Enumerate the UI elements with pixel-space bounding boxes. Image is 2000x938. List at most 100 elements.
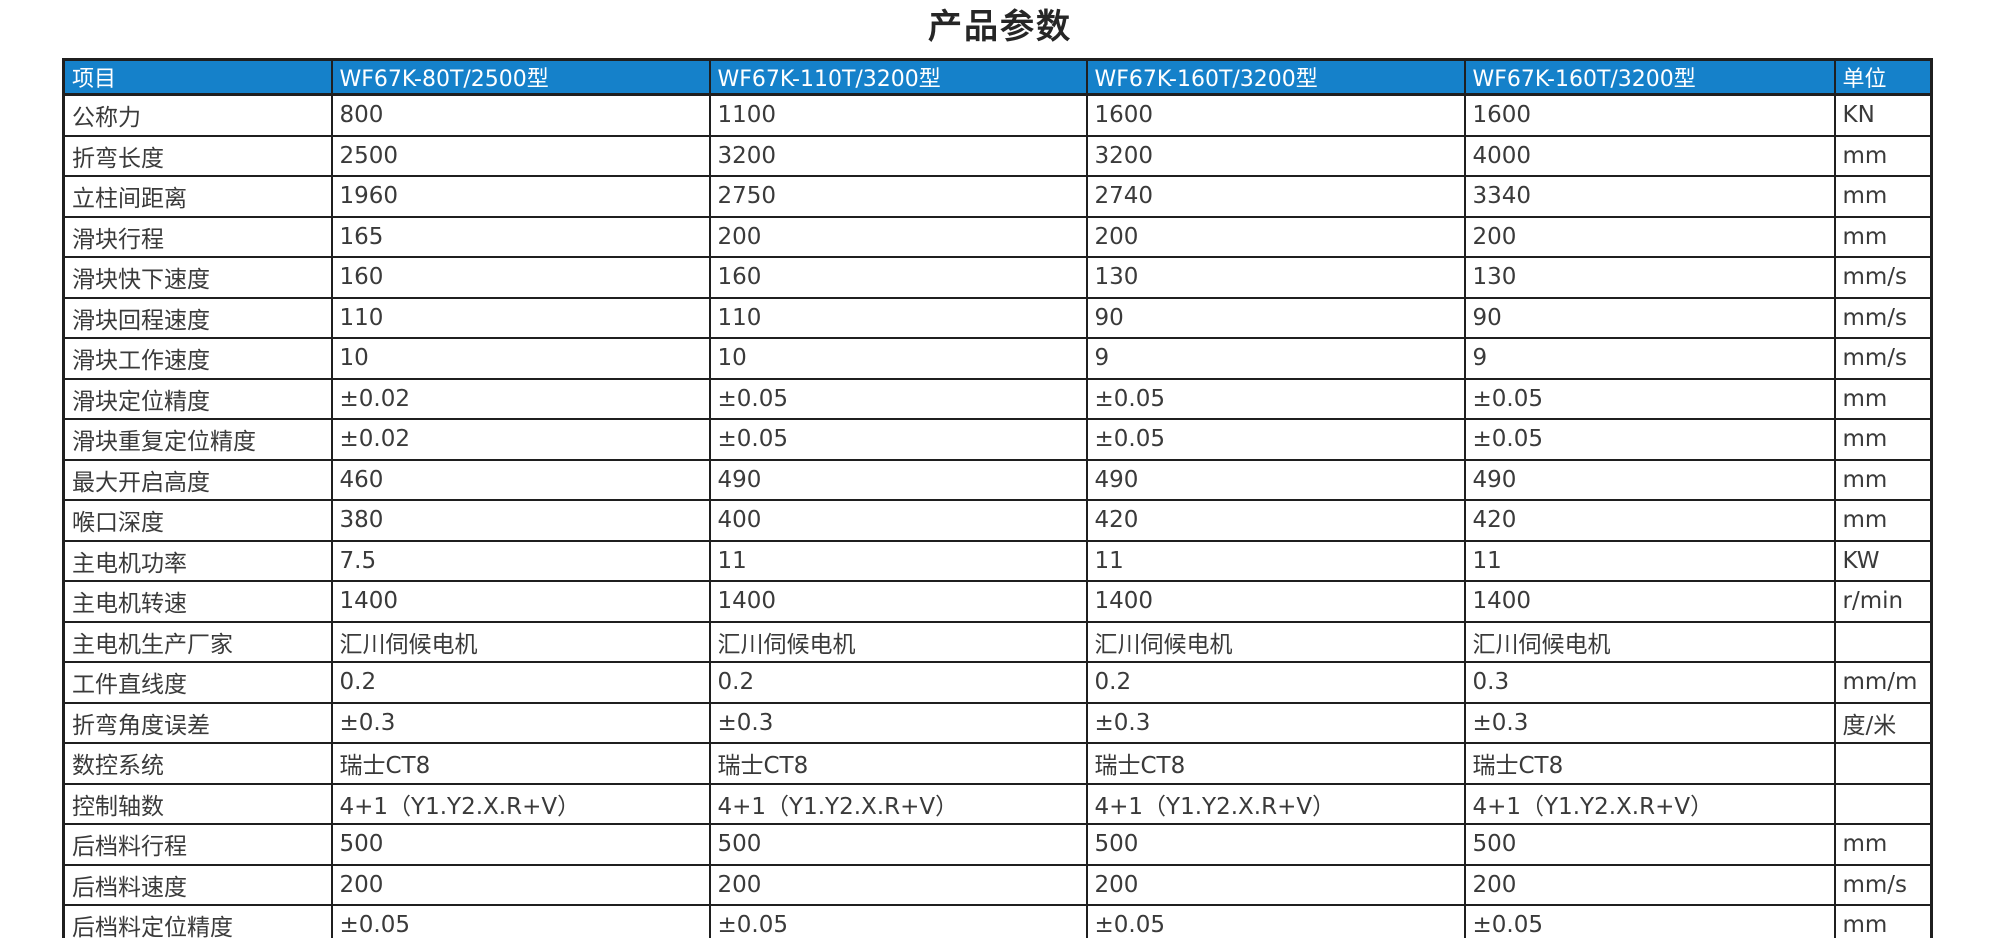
row-label: 后档料速度 (62, 863, 333, 906)
row-label: 主电机功率 (62, 539, 333, 582)
cell-value-model-3: ±0.3 (1085, 701, 1466, 744)
cell-value-model-1: 瑞士CT8 (330, 742, 711, 785)
cell-value-model-1: 165 (330, 215, 711, 258)
cell-value-model-3: 420 (1085, 499, 1466, 542)
cell-value-model-3: 1400 (1085, 580, 1466, 623)
cell-value-model-2: 0.2 (708, 661, 1088, 704)
cell-value-model-1: ±0.05 (330, 904, 711, 938)
table-row: 主电机功率 7.5 11 11 11 KW (62, 539, 1933, 582)
table-row: 滑块工作速度 10 10 9 9 mm/s (62, 337, 1933, 380)
cell-value-model-1: 380 (330, 499, 711, 542)
cell-value-model-2: 1400 (708, 580, 1088, 623)
row-label: 控制轴数 (62, 782, 333, 825)
cell-value-model-2: 110 (708, 296, 1088, 339)
table-row: 后档料速度 200 200 200 200 mm/s (62, 863, 1933, 906)
cell-value-model-3: 1600 (1085, 93, 1466, 137)
row-label: 工件直线度 (62, 661, 333, 704)
header-model-1: WF67K-80T/2500型 (330, 58, 711, 96)
cell-value-model-1: 4+1（Y1.Y2.X.R+V） (330, 782, 711, 825)
row-label: 立柱间距离 (62, 175, 333, 218)
cell-value-model-1: ±0.02 (330, 377, 711, 420)
cell-value-model-2: 200 (708, 215, 1088, 258)
cell-value-model-2: ±0.05 (708, 418, 1088, 461)
cell-value-model-3: 2740 (1085, 175, 1466, 218)
cell-value-model-1: ±0.3 (330, 701, 711, 744)
table-row: 折弯长度 2500 3200 3200 4000 mm (62, 134, 1933, 177)
cell-value-model-1: 7.5 (330, 539, 711, 582)
cell-unit: mm/m (1833, 661, 1933, 704)
table-row: 滑块重复定位精度 ±0.02 ±0.05 ±0.05 ±0.05 mm (62, 418, 1933, 461)
cell-value-model-1: ±0.02 (330, 418, 711, 461)
cell-value-model-3: 130 (1085, 256, 1466, 299)
page-title: 产品参数 (928, 7, 1072, 47)
cell-value-model-2: 490 (708, 458, 1088, 501)
cell-value-model-4: 90 (1463, 296, 1836, 339)
cell-value-model-1: 110 (330, 296, 711, 339)
row-label: 滑块定位精度 (62, 377, 333, 420)
cell-value-model-4: 0.3 (1463, 661, 1836, 704)
cell-value-model-1: 0.2 (330, 661, 711, 704)
cell-value-model-3: 500 (1085, 823, 1466, 866)
cell-value-model-1: 1960 (330, 175, 711, 218)
header-model-2: WF67K-110T/3200型 (708, 58, 1088, 96)
row-label: 折弯长度 (62, 134, 333, 177)
cell-value-model-1: 10 (330, 337, 711, 380)
cell-value-model-3: 9 (1085, 337, 1466, 380)
cell-unit: KN (1833, 93, 1933, 137)
cell-value-model-1: 500 (330, 823, 711, 866)
cell-value-model-3: 200 (1085, 215, 1466, 258)
cell-value-model-2: ±0.3 (708, 701, 1088, 744)
cell-value-model-1: 460 (330, 458, 711, 501)
cell-value-model-4: 1600 (1463, 93, 1836, 137)
cell-unit: KW (1833, 539, 1933, 582)
row-label: 数控系统 (62, 742, 333, 785)
cell-value-model-3: 0.2 (1085, 661, 1466, 704)
cell-unit: mm (1833, 215, 1933, 258)
cell-value-model-4: 420 (1463, 499, 1836, 542)
row-label: 滑块行程 (62, 215, 333, 258)
cell-unit (1833, 620, 1933, 663)
row-label: 最大开启高度 (62, 458, 333, 501)
cell-value-model-3: 4+1（Y1.Y2.X.R+V） (1085, 782, 1466, 825)
table-row: 滑块定位精度 ±0.02 ±0.05 ±0.05 ±0.05 mm (62, 377, 1933, 420)
table-row: 主电机生产厂家 汇川伺候电机 汇川伺候电机 汇川伺候电机 汇川伺候电机 (62, 620, 1933, 663)
header-model-4: WF67K-160T/3200型 (1463, 58, 1836, 96)
cell-value-model-4: ±0.05 (1463, 904, 1836, 938)
row-label: 后档料定位精度 (62, 904, 333, 938)
spec-table: 项目 WF67K-80T/2500型 WF67K-110T/3200型 WF67… (62, 58, 1933, 938)
table-row: 控制轴数 4+1（Y1.Y2.X.R+V） 4+1（Y1.Y2.X.R+V） 4… (62, 782, 1933, 825)
spec-table-body: 公称力 800 1100 1600 1600 KN 折弯长度 2500 3200… (62, 93, 1933, 938)
cell-value-model-4: 汇川伺候电机 (1463, 620, 1836, 663)
cell-value-model-1: 汇川伺候电机 (330, 620, 711, 663)
table-row: 后档料行程 500 500 500 500 mm (62, 823, 1933, 866)
cell-value-model-4: ±0.05 (1463, 418, 1836, 461)
row-label: 滑块回程速度 (62, 296, 333, 339)
spec-table-header: 项目 WF67K-80T/2500型 WF67K-110T/3200型 WF67… (62, 58, 1933, 96)
cell-value-model-3: 90 (1085, 296, 1466, 339)
cell-value-model-2: 200 (708, 863, 1088, 906)
table-row: 立柱间距离 1960 2750 2740 3340 mm (62, 175, 1933, 218)
cell-unit (1833, 782, 1933, 825)
cell-value-model-3: 3200 (1085, 134, 1466, 177)
table-row: 滑块快下速度 160 160 130 130 mm/s (62, 256, 1933, 299)
cell-unit: mm/s (1833, 337, 1933, 380)
table-row: 喉口深度 380 400 420 420 mm (62, 499, 1933, 542)
table-row: 工件直线度 0.2 0.2 0.2 0.3 mm/m (62, 661, 1933, 704)
row-label: 主电机转速 (62, 580, 333, 623)
cell-value-model-3: 11 (1085, 539, 1466, 582)
table-row: 主电机转速 1400 1400 1400 1400 r/min (62, 580, 1933, 623)
cell-unit: 度/米 (1833, 701, 1933, 744)
row-label: 后档料行程 (62, 823, 333, 866)
cell-value-model-2: 2750 (708, 175, 1088, 218)
cell-value-model-3: ±0.05 (1085, 904, 1466, 938)
table-row: 折弯角度误差 ±0.3 ±0.3 ±0.3 ±0.3 度/米 (62, 701, 1933, 744)
cell-value-model-4: 200 (1463, 215, 1836, 258)
cell-value-model-2: 1100 (708, 93, 1088, 137)
cell-value-model-2: 500 (708, 823, 1088, 866)
cell-unit: r/min (1833, 580, 1933, 623)
cell-unit: mm/s (1833, 256, 1933, 299)
cell-unit: mm (1833, 377, 1933, 420)
row-label: 喉口深度 (62, 499, 333, 542)
cell-value-model-4: 500 (1463, 823, 1836, 866)
cell-unit: mm (1833, 418, 1933, 461)
